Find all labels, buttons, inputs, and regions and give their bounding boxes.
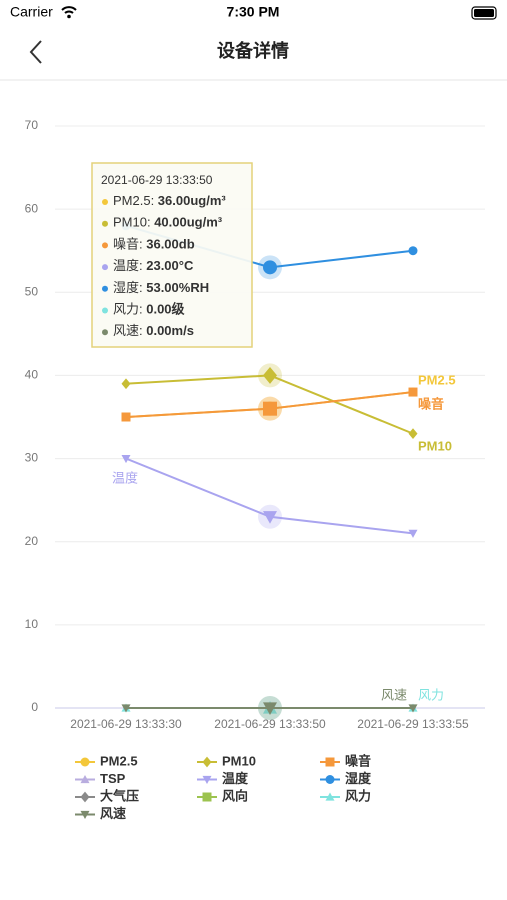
y-tick-label: 20 bbox=[25, 534, 39, 548]
tooltip-value: 36.00ug/m³ bbox=[158, 193, 227, 208]
series-label: PM2.5 bbox=[418, 372, 456, 387]
series-label: 风速 bbox=[381, 687, 407, 702]
y-tick-label: 10 bbox=[25, 617, 39, 631]
tooltip-value: 53.00%RH bbox=[146, 280, 209, 295]
time: 7:30 PM bbox=[227, 4, 280, 20]
y-tick-label: 30 bbox=[25, 451, 39, 465]
tooltip-row: 风速: 0.00m/s bbox=[113, 324, 194, 339]
nav-title: 设备详情 bbox=[217, 40, 289, 61]
tooltip-value: 40.00ug/m³ bbox=[154, 215, 223, 230]
tooltip-row: 温度: 23.00°C bbox=[113, 259, 194, 274]
legend-label: 温度 bbox=[222, 771, 249, 786]
legend-symbol bbox=[80, 810, 90, 819]
tooltip-dot bbox=[102, 220, 108, 227]
tooltip-label: 噪音: bbox=[113, 237, 146, 252]
data-point bbox=[263, 511, 277, 524]
legend-label: PM2.5 bbox=[100, 753, 138, 768]
tooltip-label: 温度: bbox=[113, 259, 146, 274]
legend-symbol bbox=[80, 775, 90, 784]
tooltip-label: 风速: bbox=[113, 324, 146, 339]
y-tick-label: 50 bbox=[25, 284, 39, 298]
data-point bbox=[408, 246, 418, 256]
tooltip-dot bbox=[102, 242, 108, 249]
tooltip-row: 湿度: 53.00%RH bbox=[113, 280, 209, 295]
tooltip-label: 湿度: bbox=[113, 280, 146, 295]
data-point bbox=[408, 428, 418, 440]
data-point bbox=[408, 387, 418, 397]
series-label: 风力 bbox=[418, 687, 444, 702]
legend-label: 风向 bbox=[222, 788, 248, 803]
y-tick-label: 0 bbox=[31, 700, 38, 714]
tooltip-box bbox=[91, 162, 253, 348]
tooltip-dot bbox=[102, 307, 108, 314]
legend-label: 大气压 bbox=[100, 788, 139, 803]
tooltip: 2021-06-29 13:33:50 PM2.5: 36.00ug/m³ PM10… bbox=[91, 162, 253, 348]
y-tick-label: 70 bbox=[25, 118, 39, 132]
legend-symbol bbox=[325, 775, 335, 784]
tooltip-dot bbox=[102, 329, 108, 336]
battery bbox=[474, 9, 494, 17]
tooltip-row: 风力: 0.00级 bbox=[113, 302, 186, 317]
back-button[interactable] bbox=[29, 40, 42, 64]
legend-label: 风速 bbox=[100, 806, 126, 821]
legend-label: 风力 bbox=[345, 788, 371, 803]
x-tick-label: 2021-06-29 13:33:50 bbox=[214, 717, 326, 731]
carrier: Carrier bbox=[10, 4, 53, 20]
tooltip-label: PM10: bbox=[113, 215, 154, 230]
tooltip-label: PM2.5: bbox=[113, 193, 158, 208]
data-point bbox=[121, 378, 131, 390]
tooltip-dot bbox=[102, 285, 108, 292]
legend-symbol bbox=[202, 756, 212, 768]
y-tick-label: 60 bbox=[25, 201, 39, 215]
legend-symbol bbox=[202, 775, 212, 784]
tooltip-value: 0.00级 bbox=[146, 302, 185, 317]
data-point bbox=[263, 260, 277, 275]
legend-label: 噪音 bbox=[345, 753, 371, 768]
tooltip-dot bbox=[102, 199, 108, 205]
wifi-icon bbox=[67, 14, 71, 19]
tooltip-label: 风力: bbox=[113, 302, 146, 317]
tooltip-value: 36.00db bbox=[146, 237, 194, 252]
tooltip-dot bbox=[102, 264, 108, 271]
data-point bbox=[263, 367, 277, 384]
data-point bbox=[121, 412, 131, 422]
legend-symbol bbox=[80, 791, 90, 803]
data-point bbox=[263, 401, 277, 416]
wifi-icon bbox=[61, 6, 77, 14]
tooltip-row: PM10: 40.00ug/m³ bbox=[113, 215, 223, 230]
data-point bbox=[408, 704, 418, 713]
tooltip-row: 噪音: 36.00db bbox=[113, 237, 195, 252]
battery bbox=[471, 6, 497, 20]
tooltip-title: 2021-06-29 13:33:50 bbox=[101, 173, 213, 187]
legend-symbol bbox=[80, 757, 90, 767]
legend-label: TSP bbox=[100, 771, 126, 786]
series-label: 温度 bbox=[112, 470, 138, 485]
data-point bbox=[121, 454, 131, 464]
series-label: 噪音 bbox=[418, 396, 444, 411]
tooltip-row: PM2.5: 36.00ug/m³ bbox=[113, 193, 226, 208]
legend-symbol bbox=[325, 757, 335, 767]
legend-label: PM10 bbox=[222, 753, 256, 768]
tooltip-value: 23.00°C bbox=[146, 259, 194, 274]
legend-symbol bbox=[202, 792, 212, 802]
data-point bbox=[263, 702, 277, 715]
data-point bbox=[408, 529, 418, 538]
legend-symbol bbox=[325, 792, 335, 801]
series-label: PM10 bbox=[418, 438, 452, 453]
legend-label: 湿度 bbox=[345, 771, 372, 786]
data-point bbox=[121, 704, 131, 713]
x-tick-label: 2021-06-29 13:33:55 bbox=[357, 717, 469, 731]
tooltip-value: 0.00m/s bbox=[146, 324, 194, 339]
y-tick-label: 40 bbox=[25, 368, 39, 382]
x-tick-label: 2021-06-29 13:33:30 bbox=[70, 717, 182, 731]
